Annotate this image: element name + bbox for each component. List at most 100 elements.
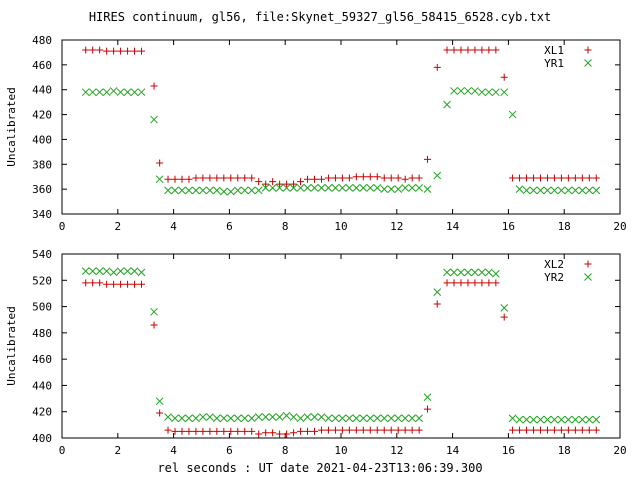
data-point-yr1 [296, 184, 305, 192]
legend-marker-xl2 [584, 260, 592, 268]
data-point-xl1 [457, 46, 465, 54]
data-point-yr2 [408, 414, 416, 423]
data-point-xl2 [523, 426, 531, 434]
data-point-yr1 [345, 184, 354, 192]
data-point-yr1 [592, 186, 601, 195]
data-point-yr1 [130, 88, 139, 97]
data-point-yr1 [331, 184, 340, 192]
data-point-xl2 [192, 427, 200, 435]
data-point-yr1 [192, 186, 200, 195]
data-point-yr1 [585, 186, 594, 195]
data-point-yr1 [443, 100, 451, 109]
y-axis-label: Uncalibrated [5, 87, 18, 166]
data-point-xl2 [536, 426, 544, 434]
legend-label: YR2 [544, 271, 564, 284]
data-point-xl1 [150, 82, 158, 90]
y-tick-label: 480 [32, 327, 52, 340]
data-point-yr1 [102, 88, 111, 97]
data-point-yr1 [247, 186, 256, 195]
data-point-xl1 [331, 174, 339, 182]
data-point-yr2 [485, 268, 493, 277]
data-point-xl1 [500, 73, 508, 81]
data-point-xl1 [394, 174, 402, 182]
x-tick-label: 4 [170, 444, 177, 457]
data-point-yr2 [178, 414, 186, 423]
data-point-xl1 [171, 175, 179, 183]
data-point-yr1 [185, 186, 193, 195]
data-point-xl1 [380, 174, 388, 182]
series-xl2 [82, 279, 600, 438]
chart-panel-2: 0 2 4 6 8 10 12 14 16 18 20 400 420 440 460 480 500 520 54… [5, 248, 627, 457]
legend-label: YR1 [544, 57, 564, 70]
data-point-yr1 [150, 115, 158, 124]
data-point-yr2 [585, 415, 594, 424]
data-point-xl1 [443, 46, 451, 54]
data-point-xl1 [220, 174, 228, 182]
data-point-yr2 [261, 413, 270, 421]
data-point-yr1 [471, 87, 479, 95]
data-point-xl1 [485, 46, 493, 54]
x-tick-label: 18 [558, 444, 571, 457]
data-point-xl1 [96, 46, 104, 54]
data-point-yr2 [571, 415, 580, 424]
data-point-yr1 [164, 186, 172, 195]
data-point-xl1 [592, 174, 600, 182]
data-point-yr2 [366, 414, 375, 423]
data-point-yr2 [464, 268, 472, 277]
data-point-yr1 [578, 186, 587, 195]
x-tick-label: 20 [613, 220, 626, 233]
data-point-yr2 [373, 414, 382, 423]
data-point-xl2 [331, 426, 339, 434]
data-point-yr2 [233, 414, 242, 423]
x-tick-label: 18 [558, 220, 571, 233]
data-point-yr2 [500, 304, 509, 312]
data-point-yr1 [240, 186, 249, 195]
series-yr1 [81, 87, 601, 196]
data-point-xl2 [124, 280, 132, 288]
data-point-xl2 [478, 279, 486, 287]
data-point-xl1 [178, 175, 186, 183]
data-point-yr1 [289, 184, 298, 192]
data-point-xl2 [206, 427, 214, 435]
data-point-yr2 [433, 288, 442, 296]
data-point-xl1 [192, 174, 200, 182]
data-point-xl1 [317, 175, 325, 183]
data-point-xl2 [96, 279, 104, 287]
data-point-yr2 [401, 414, 410, 423]
data-point-xl1 [131, 47, 139, 55]
x-tick-label: 16 [502, 220, 515, 233]
data-point-yr1 [478, 88, 486, 97]
y-tick-label: 420 [32, 406, 52, 419]
data-point-xl1 [276, 180, 284, 188]
data-point-yr2 [240, 414, 249, 423]
data-point-yr2 [338, 414, 347, 423]
data-point-xl1 [433, 63, 441, 71]
data-point-yr1 [515, 185, 524, 193]
data-point-yr1 [268, 184, 277, 192]
x-tick-label: 16 [502, 444, 515, 457]
data-point-yr2 [212, 414, 221, 423]
data-point-yr2 [171, 414, 179, 423]
data-point-yr2 [592, 415, 601, 424]
data-point-yr2 [254, 413, 263, 421]
data-point-xl2 [156, 409, 164, 417]
data-point-xl2 [338, 426, 346, 434]
data-point-xl2 [500, 313, 508, 321]
data-point-yr2 [324, 414, 333, 423]
data-point-xl1 [478, 46, 486, 54]
data-point-yr1 [508, 110, 517, 119]
data-point-yr1 [408, 184, 416, 192]
data-point-xl1 [82, 46, 90, 54]
data-point-yr2 [102, 267, 111, 275]
data-point-xl1 [213, 174, 221, 182]
data-point-yr1 [464, 87, 472, 95]
data-point-yr2 [491, 269, 500, 278]
data-point-yr1 [450, 87, 458, 95]
data-point-xl2 [571, 426, 579, 434]
data-point-yr1 [324, 184, 333, 192]
data-point-xl1 [557, 174, 565, 182]
data-point-yr1 [536, 186, 545, 195]
data-point-xl2 [415, 426, 423, 434]
data-point-xl2 [255, 430, 263, 438]
data-point-yr2 [543, 415, 552, 424]
